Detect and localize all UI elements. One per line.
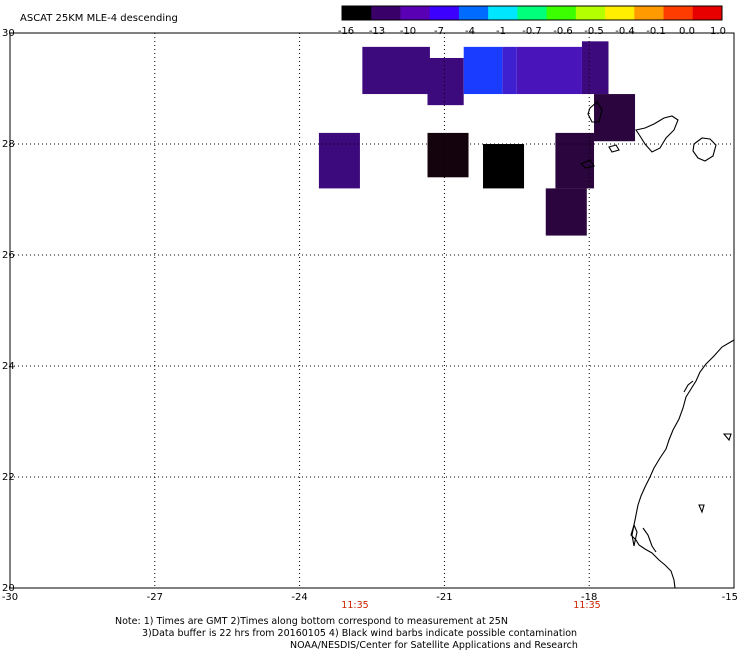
- colorbar-swatch: [663, 6, 694, 20]
- lat-tick-label: 20: [2, 583, 15, 594]
- colorbar-swatch: [488, 6, 518, 20]
- plot-area: 30 28 26 24 22 20-30 -27 -24 -21 -18 -15: [2, 28, 738, 603]
- colorbar-label: -4: [465, 26, 475, 37]
- coast-africa-bay: [683, 380, 694, 393]
- time-label-2: 11:35: [573, 600, 600, 611]
- note-line-1: Note: 1) Times are GMT 2)Times along bot…: [115, 616, 508, 627]
- lat-tick-label: 26: [2, 250, 15, 261]
- colorbar-label: -13: [369, 26, 385, 37]
- lon-tick-label: -27: [147, 592, 163, 603]
- colorbar-swatch: [634, 6, 665, 20]
- colorbar-label: 1.0: [710, 26, 726, 37]
- wind-data-cell: [545, 188, 587, 236]
- colorbar-label: -10: [400, 26, 416, 37]
- wind-data-cell: [362, 46, 430, 95]
- colorbar: -16 -13 -10 -7 -4 -1 -0.7 -0.6 -0.5 -0.4 -0.1 0.0 1.…: [338, 5, 726, 37]
- colorbar-label: -1: [496, 26, 506, 37]
- colorbar-label: 0.0: [679, 26, 695, 37]
- colorbar-swatch: [342, 6, 372, 20]
- colorbar-label: -0.4: [615, 26, 635, 37]
- map-title: ASCAT 25KM MLE-4 descending: [20, 13, 178, 24]
- islet-a: [722, 433, 732, 442]
- colorbar-label: -0.1: [646, 26, 666, 37]
- time-label-1: 11:35: [341, 600, 368, 611]
- wind-data-cell: [318, 132, 360, 189]
- map-frame: [9, 32, 735, 589]
- island-la-gomera: [608, 144, 620, 153]
- colorbar-swatch: [575, 6, 606, 20]
- coast-africa: [630, 339, 735, 589]
- colorbar-label: -0.5: [584, 26, 604, 37]
- colorbar-label: -16: [338, 26, 354, 37]
- island-gran-canaria: [692, 137, 717, 162]
- wind-data-cell: [516, 46, 582, 95]
- note-line-2: 3)Data buffer is 22 hrs from 20160105 4)…: [142, 628, 577, 639]
- colorbar-label: -0.7: [522, 26, 542, 37]
- colorbar-swatch: [546, 6, 577, 20]
- lon-tick-label: -30: [2, 592, 18, 603]
- note-line-3: NOAA/NESDIS/Center for Satellite Applica…: [290, 640, 578, 650]
- lat-tick-label: 30: [2, 28, 15, 39]
- colorbar-frame: [341, 5, 723, 21]
- wind-data-cell: [581, 41, 609, 95]
- wind-data-cell: [463, 46, 503, 95]
- islet-b: [698, 504, 705, 514]
- colorbar-label: -7: [434, 26, 444, 37]
- lat-tick-label: 24: [2, 361, 15, 372]
- wind-data-cell: [427, 57, 464, 106]
- island-la-palma: [587, 101, 603, 123]
- colorbar-swatch: [692, 6, 723, 20]
- island-tenerife: [635, 115, 679, 153]
- wind-data-cell: [502, 46, 517, 95]
- lon-tick-label: -15: [722, 592, 738, 603]
- wind-data-cell: [427, 132, 469, 178]
- colorbar-swatch: [458, 6, 489, 20]
- lon-tick-label: -18: [581, 592, 597, 603]
- wind-data-cell: [594, 94, 636, 142]
- coastline: [579, 101, 735, 589]
- coast-dakhla: [631, 523, 638, 547]
- colorbar-swatch: [429, 6, 460, 20]
- lon-tick-label: -21: [436, 592, 452, 603]
- colorbar-swatch: [517, 6, 548, 20]
- colorbar-swatch: [400, 6, 431, 20]
- colorbar-label: -0.6: [553, 26, 573, 37]
- coast-lower-inlet: [642, 527, 657, 553]
- lat-tick-label: 28: [2, 139, 15, 150]
- lon-tick-label: -24: [291, 592, 307, 603]
- island-el-hierro: [579, 159, 595, 169]
- lat-tick-label: 22: [2, 472, 15, 483]
- colorbar-swatch: [605, 6, 635, 20]
- colorbar-swatch: [371, 6, 401, 20]
- wind-data-cell: [483, 144, 525, 189]
